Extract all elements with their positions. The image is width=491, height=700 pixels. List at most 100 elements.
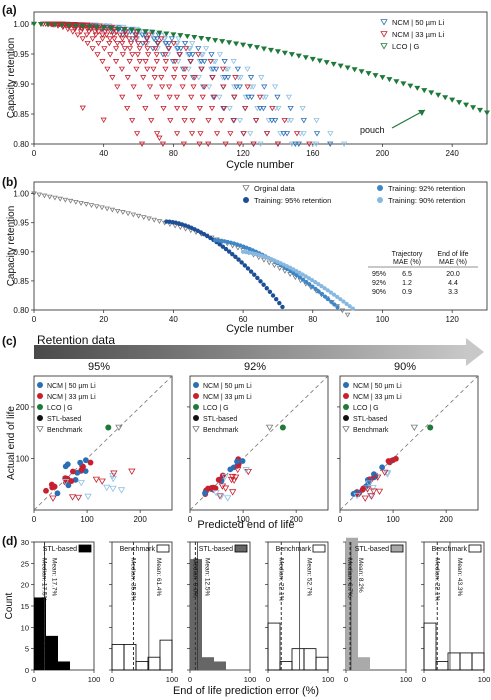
c0-benchmark-point [92,476,101,483]
d4-mean-label: Mean: 8.2% [357,558,364,593]
b-ylabel: Capacity retention [6,206,17,287]
a-lco-marker [212,38,219,44]
b-train92-marker [304,279,309,285]
a-ncm50-marker [177,46,184,52]
a-ncm33-marker [256,94,264,101]
d5-legend-swatch [468,544,482,553]
a-ncm50-marker [275,105,282,112]
a-lco-marker [219,39,226,45]
b-train90-marker [306,276,312,281]
c2-legend-label: STL-based [353,416,387,423]
a-lco-marker [205,37,212,43]
d0-bar [34,597,46,670]
c0-point [77,459,84,466]
a-ncm50-marker [212,59,219,65]
a-ncm33-marker [119,94,126,101]
b-table-cell: 20.0 [446,271,460,278]
b-xtick-label: 80 [308,315,317,324]
a-ncm50-marker [245,94,252,101]
c-xlabel: Predicted end of life [197,519,294,531]
c1-benchmark-point [242,467,250,474]
a-xtick-label: 80 [169,149,178,158]
c1-legend-marker [193,415,199,421]
a-lco-marker [51,22,58,28]
a-ncm50-marker [287,105,294,112]
a-ncm33-marker [104,66,111,72]
a-ncm33-marker [189,118,196,124]
a-ncm33-marker [220,84,227,90]
b-train95-marker [242,263,248,268]
b-orginal-marker [156,219,163,225]
b-train90-marker [294,268,299,274]
b-train92-marker [316,289,321,294]
c0-xtick-label: 0 [32,515,37,524]
a-ncm33-marker [144,46,151,52]
b-train92-marker [216,238,221,243]
d3-xtick-label: 100 [322,675,335,684]
a-ncm50-marker [224,75,232,81]
c0-point [68,478,75,484]
a-ncm33-marker [160,105,167,112]
a-ncm50-marker [129,36,136,42]
a-ncm33-marker [159,141,167,147]
a-lco-marker [135,28,142,34]
a-ncm33-marker [100,117,107,123]
b-train95-marker [208,235,213,241]
b-table-cell: 0.9 [402,289,412,296]
b-train90-marker [325,288,330,293]
d2-bar [214,661,226,670]
a-ncm50-marker [341,141,348,147]
d0-xtick-label: 0 [32,675,36,684]
panel-label-d: (d) [2,534,17,548]
c-subplot-title: 95% [88,361,110,373]
a-ncm33-marker [263,131,271,137]
a-ncm50-marker [182,40,189,47]
a-ncm50-marker [161,36,169,42]
a-ncm33-marker [240,131,247,137]
a-ncm50-marker [295,141,302,147]
a-ncm33-marker [135,40,142,47]
a-ncm50-marker [201,59,208,65]
a-lco-marker [128,27,135,33]
a-ncm33-marker [99,32,106,38]
b-orginal-marker [31,191,37,197]
d3-xtick-label: 0 [266,675,270,684]
c1-benchmark-point [217,493,225,501]
a-lco-marker [449,97,456,103]
d1-frame [111,541,173,671]
b-train90-marker [331,292,337,297]
c0-benchmark-point [110,470,118,477]
b-orginal-marker [282,269,288,274]
c0-legend-label: NCM | 50 µm Li [47,383,96,390]
c1-point [239,458,246,464]
a-ncm33-marker [165,46,173,52]
b-legend-marker [243,197,249,203]
c2-legend-marker [343,415,349,421]
b-train92-marker [313,286,318,292]
a-frame [33,11,488,145]
c1-benchmark-point [216,493,224,500]
a-ncm50-marker [226,105,233,112]
a-ncm33-marker [196,141,203,147]
a-ncm33-marker [89,36,96,42]
a-ncm33-marker [91,29,99,35]
c1-point [202,490,208,496]
a-ncm50-marker [257,141,264,147]
b-table-row-label: 95% [372,271,386,278]
d3-median-label: Median: 22.1% [277,558,284,602]
c1-legend-marker [193,382,199,388]
b-orginal-marker [57,196,63,202]
a-ncm33-marker [159,84,166,90]
a-ncm50-marker [208,52,215,58]
c-retention-arrowhead [466,338,484,366]
c2-frame [339,375,479,511]
a-ncm33-marker [140,75,147,81]
a-lco-marker [267,47,274,53]
a-lco-marker [323,60,330,66]
b-train90-marker [319,284,324,289]
a-ncm33-marker [162,52,169,58]
d5-median-label: Median: 22.1% [433,558,440,602]
a-ncm33-marker [103,32,110,38]
b-orginal-marker [125,211,131,217]
a-ncm33-marker [196,105,203,112]
